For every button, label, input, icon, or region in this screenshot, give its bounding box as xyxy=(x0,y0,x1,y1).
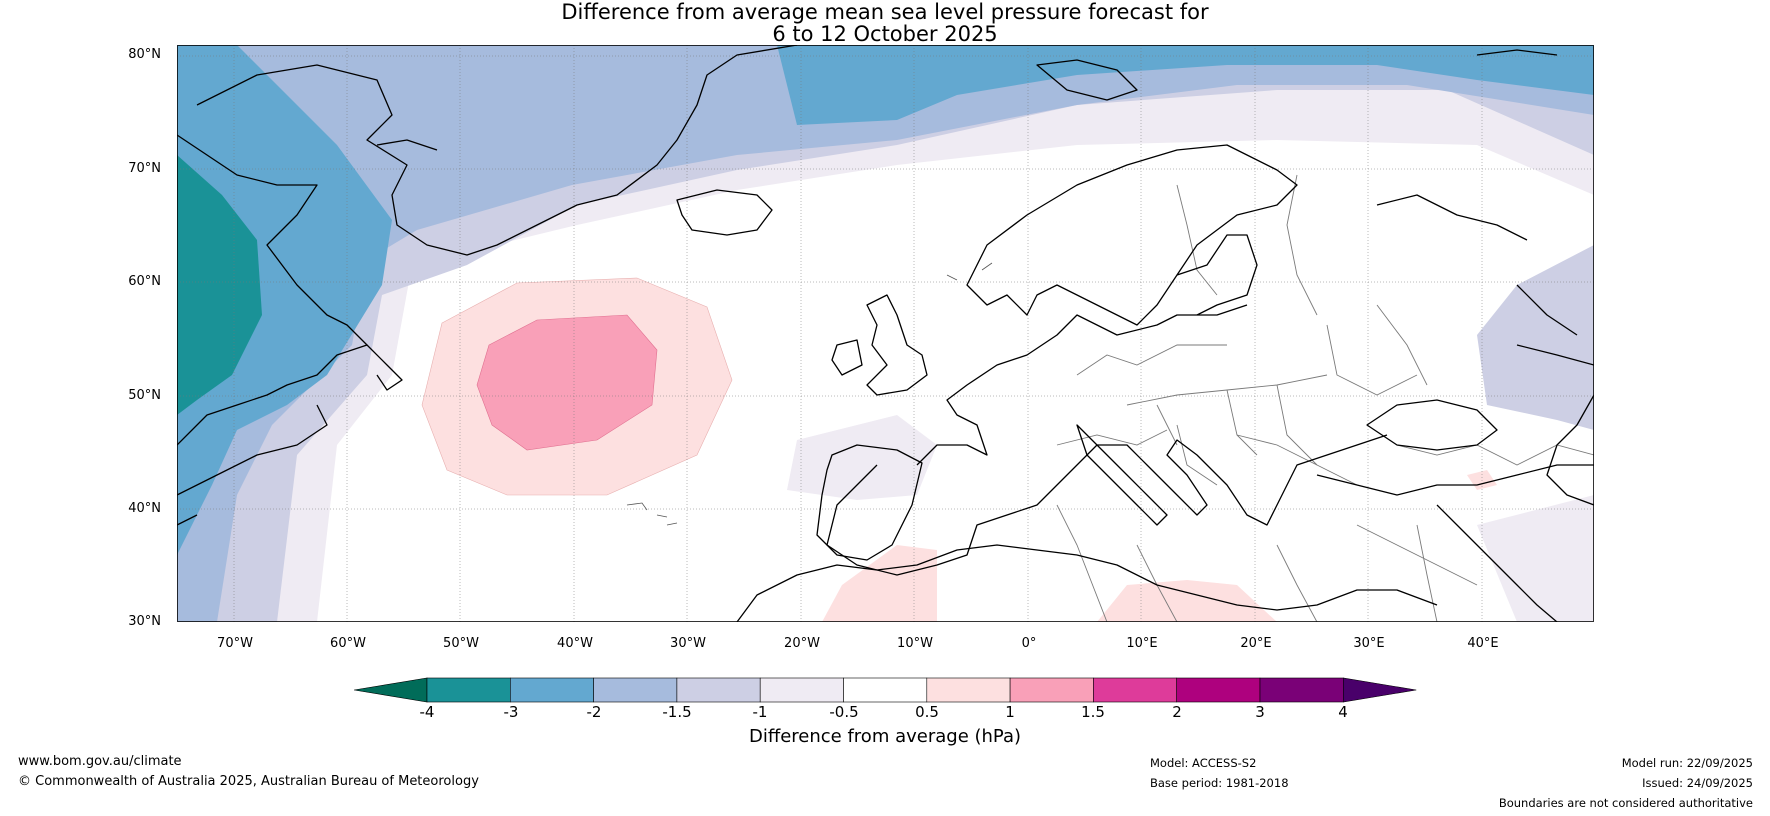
band-plus-0.5-south2 xyxy=(1097,580,1277,622)
band-minus-1.5 xyxy=(177,45,1594,622)
islands xyxy=(626,262,993,526)
lat-label-60n: 60°N xyxy=(128,274,161,289)
lon-label-60w: 60°W xyxy=(330,636,366,651)
graticule xyxy=(177,45,1594,622)
band-minus-0.5-mid xyxy=(787,415,937,500)
lat-label-50n: 50°N xyxy=(128,388,161,403)
colorbar-tick-label: 0.5 xyxy=(915,703,939,721)
colorbar-swatch xyxy=(1009,677,1094,703)
lon-label-20w: 20°W xyxy=(784,636,820,651)
colorbar-swatch xyxy=(759,677,844,703)
lat-label-80n: 80°N xyxy=(128,47,161,62)
band-minus-3 xyxy=(177,155,262,415)
colorbar-tick-label: -4 xyxy=(419,703,435,721)
colorbar-tick-label: -3 xyxy=(503,703,519,721)
colorbar-swatch xyxy=(426,677,511,703)
lat-label-40n: 40°N xyxy=(128,501,161,516)
colorbar-tick-label: 1.5 xyxy=(1081,703,1105,721)
lon-label-10w: 10°W xyxy=(897,636,933,651)
pressure-map xyxy=(177,45,1594,622)
lon-label-0: 0° xyxy=(1021,636,1037,651)
lon-label-50w: 50°W xyxy=(443,636,479,651)
colorbar-tick-label: 2 xyxy=(1172,703,1182,721)
band-minus-2-north xyxy=(777,45,1594,125)
lon-label-40e: 40°E xyxy=(1467,636,1499,651)
map-frame xyxy=(177,45,1594,622)
issued-text: Issued: 24/09/2025 xyxy=(1642,776,1753,790)
disclaimer-text: Boundaries are not considered authoritat… xyxy=(1498,796,1753,810)
colorbar-swatch xyxy=(1176,677,1261,703)
lat-label-30n: 30°N xyxy=(128,614,161,629)
model-text: Model: ACCESS-S2 xyxy=(1150,756,1257,770)
colorbar-tick-label: -1.5 xyxy=(662,703,692,721)
coastlines xyxy=(177,45,1594,622)
band-minus-2 xyxy=(177,45,392,555)
lon-label-70w: 70°W xyxy=(217,636,253,651)
colorbar-tick-label: 3 xyxy=(1255,703,1265,721)
band-minus-1-east xyxy=(1477,245,1594,430)
colorbar-tick-label: -1 xyxy=(752,703,768,721)
colorbar-graphic xyxy=(354,677,1417,703)
colorbar-over-arrow xyxy=(1342,677,1417,703)
lon-label-30w: 30°W xyxy=(670,636,706,651)
colorbar-under-arrow xyxy=(354,677,428,703)
colorbar-tick-label: 1 xyxy=(1005,703,1015,721)
lon-label-20e: 20°E xyxy=(1240,636,1272,651)
copyright-text: © Commonwealth of Australia 2025, Austra… xyxy=(18,774,479,789)
website-text: www.bom.gov.au/climate xyxy=(18,754,182,769)
lon-label-30e: 30°E xyxy=(1353,636,1385,651)
colorbar-swatch xyxy=(593,677,678,703)
colorbar-tick-label: 4 xyxy=(1338,703,1348,721)
model-run-text: Model run: 22/09/2025 xyxy=(1621,756,1753,770)
map-title-line2: 6 to 12 October 2025 xyxy=(772,22,998,46)
band-plus-1 xyxy=(476,314,658,451)
band-plus-0.5-south1 xyxy=(822,545,937,622)
colorbar-swatch xyxy=(843,677,928,703)
colorbar-label: Difference from average (hPa) xyxy=(748,726,1022,747)
colorbar-tick-label: -2 xyxy=(586,703,602,721)
lon-label-10e: 10°E xyxy=(1126,636,1158,651)
map-title-line1: Difference from average mean sea level p… xyxy=(561,0,1209,24)
map-canvas xyxy=(177,45,1594,622)
colorbar-swatch xyxy=(676,677,761,703)
colorbar-swatch xyxy=(926,677,1011,703)
base-period-text: Base period: 1981-2018 xyxy=(1150,776,1289,790)
lat-label-70n: 70°N xyxy=(128,161,161,176)
colorbar-swatch xyxy=(1093,677,1178,703)
colorbar-swatch xyxy=(510,677,594,703)
colorbar xyxy=(354,676,1418,704)
colorbar-swatch xyxy=(1259,677,1344,703)
lon-label-40w: 40°W xyxy=(557,636,593,651)
colorbar-tick-label: -0.5 xyxy=(829,703,859,721)
